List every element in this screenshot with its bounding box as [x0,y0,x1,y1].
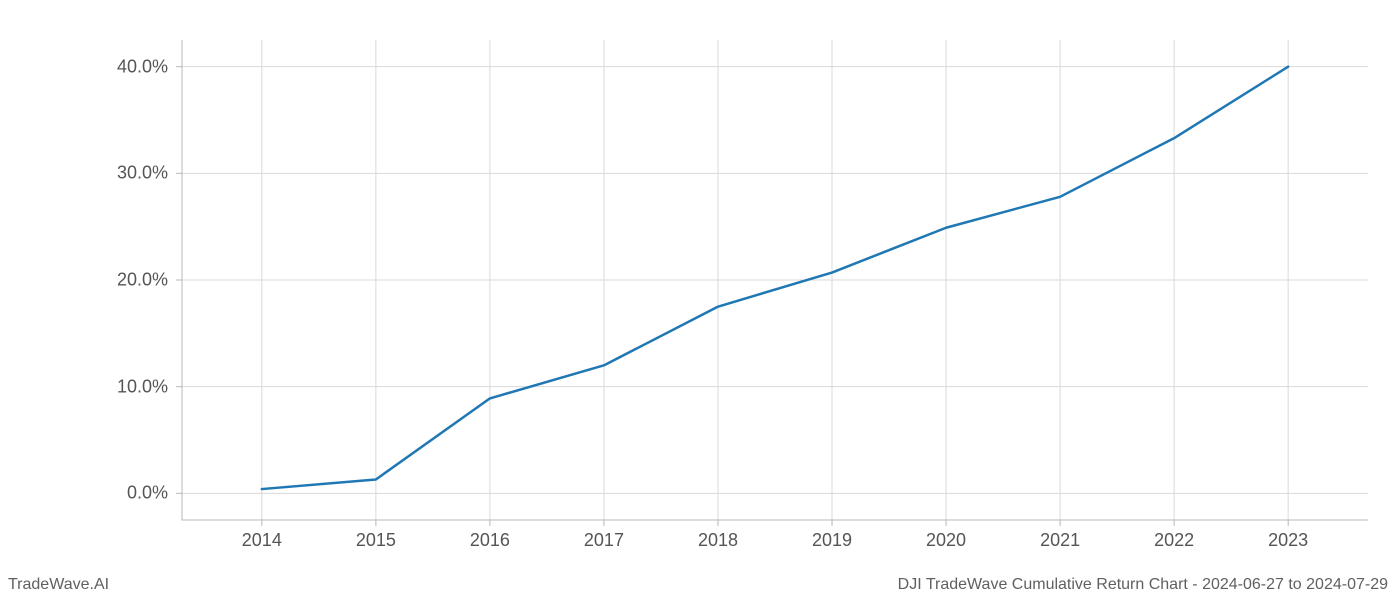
footer-caption-right: DJI TradeWave Cumulative Return Chart - … [898,576,1388,594]
chart-container: 2014 2015 2016 2017 2018 2019 2020 2021 2022 2023… [0,0,1400,600]
x-tick-label: 2017 [584,530,624,551]
y-tick-label: 0.0% [127,483,168,504]
x-tick-label: 2015 [356,530,396,551]
y-tick-label: 30.0% [117,163,168,184]
y-tick-label: 10.0% [117,376,168,397]
tick-marks [176,67,1288,526]
y-tick-label: 40.0% [117,56,168,77]
x-tick-label: 2023 [1268,530,1308,551]
grid [182,40,1368,520]
x-tick-label: 2014 [242,530,282,551]
x-tick-label: 2018 [698,530,738,551]
x-tick-label: 2016 [470,530,510,551]
x-tick-label: 2021 [1040,530,1080,551]
x-tick-label: 2022 [1154,530,1194,551]
plot-area [182,40,1368,520]
x-tick-label: 2020 [926,530,966,551]
series-line [262,67,1288,489]
footer-brand-left: TradeWave.AI [8,576,109,594]
y-tick-label: 20.0% [117,270,168,291]
x-tick-label: 2019 [812,530,852,551]
